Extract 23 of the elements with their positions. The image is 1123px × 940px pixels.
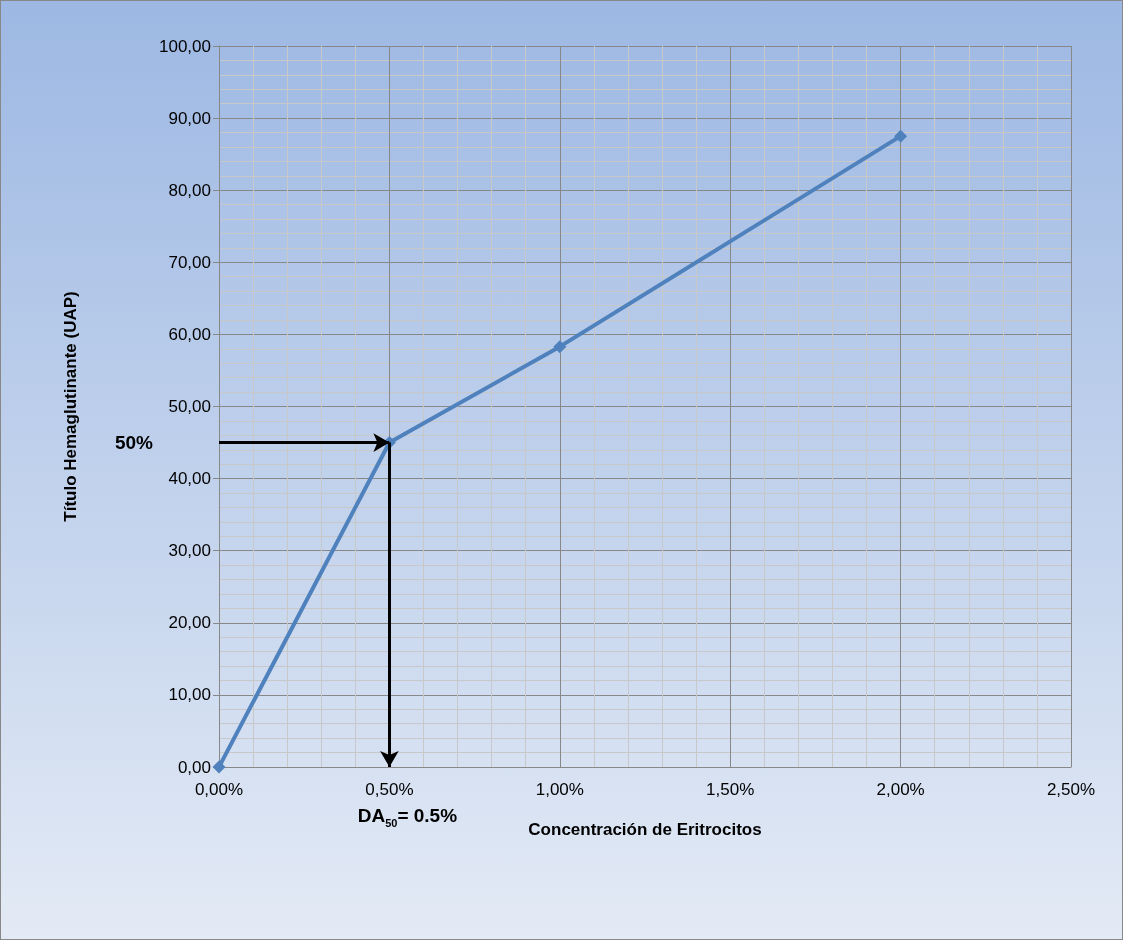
x-tick-label: 0,00%	[194, 780, 244, 799]
point	[212, 760, 226, 774]
y-tick-label: 0,00	[177, 757, 211, 777]
y-tick-label: 10,00	[168, 685, 211, 705]
y-tick-label: 100,00	[159, 36, 211, 56]
y-tick-label: 40,00	[168, 469, 211, 489]
y-tick-label: 80,00	[168, 180, 211, 200]
x-tick-label: 1,50%	[706, 780, 755, 799]
x-tick-label: 2,00%	[876, 780, 925, 799]
x-tick-label: 1,00%	[535, 780, 584, 799]
y-tick-label: 50,00	[168, 397, 211, 416]
point	[894, 129, 908, 143]
y-tick-label: 20,00	[168, 613, 211, 633]
y-axis-title: Título Hemaglutinante (UAP)	[61, 291, 80, 522]
text: 50%	[114, 432, 154, 454]
x-tick-label: 0,50%	[365, 780, 414, 799]
x-axis-title: Concentración de Eritrocitos	[528, 820, 762, 839]
y-tick-label: 30,00	[168, 541, 211, 561]
y-tick-label: 60,00	[168, 324, 211, 344]
y-tick-label: 90,00	[168, 108, 211, 128]
x-tick-label: 2,50%	[1046, 780, 1096, 799]
point	[553, 340, 567, 354]
y-tick-label: 70,00	[168, 252, 211, 272]
